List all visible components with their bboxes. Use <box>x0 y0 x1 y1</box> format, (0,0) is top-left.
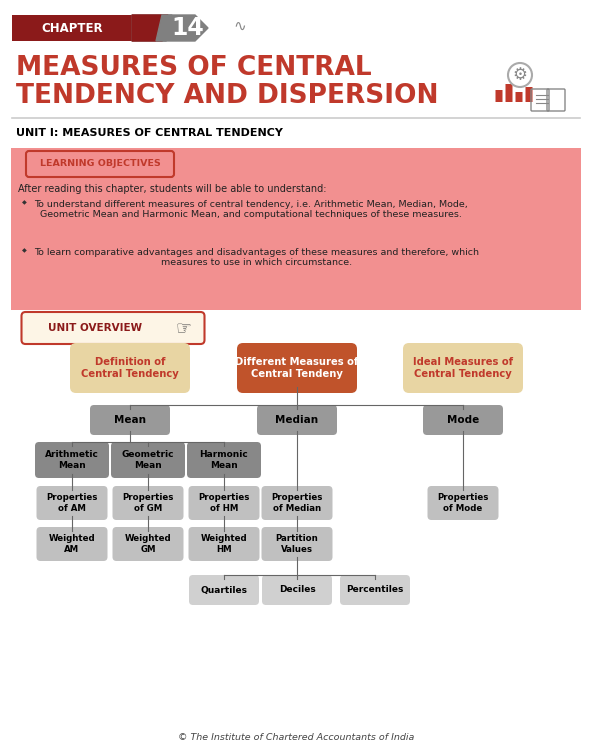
Text: Weighted
GM: Weighted GM <box>125 535 171 553</box>
Text: MEASURES OF CENTRAL: MEASURES OF CENTRAL <box>16 55 372 81</box>
Text: © The Institute of Chartered Accountants of India: © The Institute of Chartered Accountants… <box>178 734 414 742</box>
Text: Different Measures of
Central Tendeny: Different Measures of Central Tendeny <box>235 357 359 379</box>
FancyBboxPatch shape <box>262 527 333 561</box>
FancyBboxPatch shape <box>12 15 132 41</box>
Text: ⚙: ⚙ <box>512 66 527 84</box>
Text: Weighted
AM: Weighted AM <box>49 535 95 553</box>
FancyBboxPatch shape <box>113 527 183 561</box>
Text: ◆: ◆ <box>22 248 27 253</box>
FancyBboxPatch shape <box>189 486 260 520</box>
FancyBboxPatch shape <box>403 343 523 393</box>
FancyBboxPatch shape <box>515 92 522 102</box>
FancyBboxPatch shape <box>428 486 499 520</box>
Text: UNIT I: MEASURES OF CENTRAL TENDENCY: UNIT I: MEASURES OF CENTRAL TENDENCY <box>16 128 283 138</box>
FancyBboxPatch shape <box>26 151 174 177</box>
FancyBboxPatch shape <box>237 343 357 393</box>
FancyBboxPatch shape <box>111 442 185 478</box>
FancyBboxPatch shape <box>189 575 259 605</box>
Text: To learn comparative advantages and disadvantages of these measures and therefor: To learn comparative advantages and disa… <box>34 248 479 267</box>
FancyBboxPatch shape <box>257 405 337 435</box>
Text: Median: Median <box>275 415 318 425</box>
Polygon shape <box>132 15 168 41</box>
FancyBboxPatch shape <box>262 575 332 605</box>
FancyBboxPatch shape <box>505 84 512 102</box>
Text: Properties
of Median: Properties of Median <box>272 493 323 513</box>
Text: 14: 14 <box>171 16 205 40</box>
FancyBboxPatch shape <box>21 312 205 344</box>
Text: Properties
of GM: Properties of GM <box>122 493 174 513</box>
Polygon shape <box>156 15 172 41</box>
Text: To understand different measures of central tendency, i.e. Arithmetic Mean, Medi: To understand different measures of cent… <box>34 200 468 220</box>
FancyBboxPatch shape <box>11 148 581 310</box>
FancyBboxPatch shape <box>37 527 107 561</box>
Text: ☞: ☞ <box>176 319 192 337</box>
Text: ∿: ∿ <box>234 19 246 33</box>
Text: Partition
Values: Partition Values <box>276 535 318 553</box>
FancyBboxPatch shape <box>37 486 107 520</box>
FancyBboxPatch shape <box>189 527 260 561</box>
FancyBboxPatch shape <box>35 442 109 478</box>
Text: Mean: Mean <box>114 415 146 425</box>
FancyBboxPatch shape <box>90 405 170 435</box>
Text: CHAPTER: CHAPTER <box>41 21 103 35</box>
Text: Geometric
Mean: Geometric Mean <box>122 450 174 470</box>
FancyBboxPatch shape <box>496 90 502 102</box>
Text: Definition of
Central Tendency: Definition of Central Tendency <box>81 357 179 379</box>
Text: Harmonic
Mean: Harmonic Mean <box>200 450 248 470</box>
Text: Ideal Measures of
Central Tendency: Ideal Measures of Central Tendency <box>413 357 513 379</box>
Text: Properties
of HM: Properties of HM <box>198 493 250 513</box>
FancyBboxPatch shape <box>423 405 503 435</box>
Text: Mode: Mode <box>447 415 479 425</box>
Polygon shape <box>132 15 208 41</box>
Text: Weighted
HM: Weighted HM <box>200 535 247 553</box>
Text: Arithmetic
Mean: Arithmetic Mean <box>45 450 99 470</box>
Text: Quartiles: Quartiles <box>200 585 247 594</box>
Text: ◆: ◆ <box>22 200 27 205</box>
Text: Deciles: Deciles <box>279 585 315 594</box>
Text: TENDENCY AND DISPERSION: TENDENCY AND DISPERSION <box>16 83 438 109</box>
Text: Properties
of AM: Properties of AM <box>46 493 98 513</box>
Text: After reading this chapter, students will be able to understand:: After reading this chapter, students wil… <box>18 184 327 194</box>
FancyBboxPatch shape <box>113 486 183 520</box>
Text: LEARNING OBJECTIVES: LEARNING OBJECTIVES <box>40 159 160 168</box>
Text: Percentiles: Percentiles <box>346 585 404 594</box>
FancyBboxPatch shape <box>340 575 410 605</box>
Text: Properties
of Mode: Properties of Mode <box>437 493 489 513</box>
FancyBboxPatch shape <box>525 87 533 102</box>
FancyBboxPatch shape <box>262 486 333 520</box>
FancyBboxPatch shape <box>187 442 261 478</box>
FancyBboxPatch shape <box>70 343 190 393</box>
Text: UNIT OVERVIEW: UNIT OVERVIEW <box>48 323 142 333</box>
